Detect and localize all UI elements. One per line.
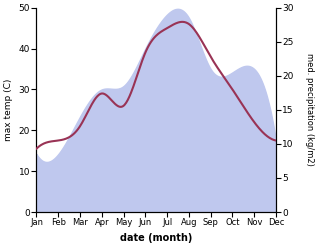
Y-axis label: med. precipitation (kg/m2): med. precipitation (kg/m2) — [305, 53, 314, 166]
Y-axis label: max temp (C): max temp (C) — [4, 79, 13, 141]
X-axis label: date (month): date (month) — [120, 233, 192, 243]
